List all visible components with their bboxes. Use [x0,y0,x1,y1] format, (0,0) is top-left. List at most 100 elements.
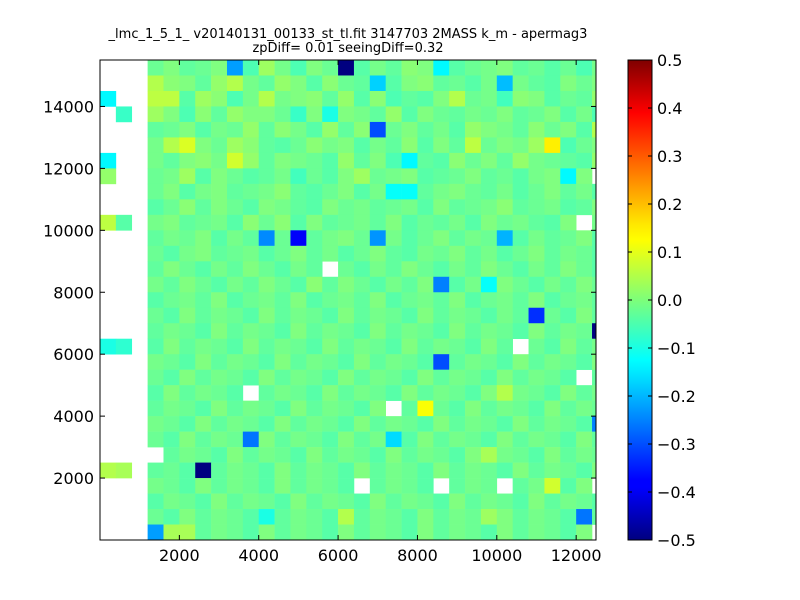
heatmap-cell [528,354,545,370]
heatmap-cell [528,385,545,401]
heatmap-cell [544,369,561,386]
heatmap-cell [480,354,498,370]
heatmap-cell [528,338,545,355]
heatmap-cell [560,75,577,92]
heatmap-cell [242,524,260,541]
heatmap-cell [401,214,418,231]
heatmap-cell [306,307,323,324]
heatmap-cell [480,493,498,510]
heatmap-cell [306,509,323,525]
heatmap-cell [338,121,355,138]
heatmap-cell [433,447,450,463]
heatmap-cell [338,416,355,432]
heatmap-cell [353,261,371,278]
heatmap-cell [179,168,196,185]
heatmap-cell [401,431,418,448]
heatmap-cell [512,137,529,154]
heatmap-cell [353,509,371,525]
heatmap-cell [385,75,402,92]
heatmap-cell [290,199,307,216]
heatmap-cell [290,245,307,262]
heatmap-cell [211,323,228,340]
heatmap-cell [242,168,260,185]
heatmap-cell [417,245,434,262]
heatmap-cell [480,261,498,278]
heatmap-cell [449,292,466,309]
heatmap-cell [163,400,180,417]
heatmap-cell [322,152,339,169]
heatmap-cell [290,121,307,138]
heatmap-cell [147,90,164,107]
heatmap-cell [576,106,593,123]
heatmap-cell [242,60,260,76]
heatmap-cell [163,416,180,432]
heatmap-cell [560,137,577,154]
heatmap-cell [401,462,418,479]
heatmap-cell [195,292,212,309]
heatmap-cell [433,75,450,92]
heatmap-cell [338,183,355,200]
heatmap-cell [242,121,260,138]
heatmap-cell [163,323,180,340]
heatmap-cell [353,276,371,293]
heatmap-cell [449,338,466,355]
heatmap-cell [163,137,180,154]
heatmap-cell [322,447,339,463]
heatmap-cell [385,90,402,107]
heatmap-cell [417,183,434,200]
heatmap-cell [226,307,244,324]
heatmap-cell [449,90,466,107]
heatmap-cell [195,230,212,247]
heatmap-cell [480,137,498,154]
heatmap-cell [465,292,482,309]
heatmap-cell [306,276,323,293]
heatmap-cell [306,90,323,107]
heatmap-cell [369,462,386,479]
heatmap-cell [353,121,371,138]
heatmap-cell [401,323,418,340]
heatmap-cell [322,416,339,432]
heatmap-cell [496,292,513,309]
heatmap-cell [211,245,228,262]
heatmap-cell [449,478,466,494]
heatmap-cell [274,354,291,370]
heatmap-cell [544,60,561,76]
heatmap-cell [163,307,180,324]
heatmap-cell [449,493,466,510]
heatmap-cell [433,230,450,247]
heatmap-cell [417,214,434,231]
heatmap-cell [576,524,593,541]
heatmap-cell [226,462,244,479]
heatmap-cell [401,509,418,525]
heatmap-cell [433,416,450,432]
heatmap-cell [592,183,597,200]
heatmap-cell [290,478,307,494]
heatmap-cell [226,261,244,278]
heatmap-cell [258,478,275,494]
heatmap-cell [242,416,260,432]
x-tick-label: 4000 [238,546,279,565]
heatmap-cell [258,431,275,448]
heatmap-cell [480,121,498,138]
heatmap-cell [195,447,212,463]
heatmap-cell [560,168,577,185]
heatmap-cell [417,354,434,370]
heatmap-cell [449,276,466,293]
heatmap-cell [322,462,339,479]
heatmap-cell [179,75,196,92]
heatmap-cell [592,230,597,247]
heatmap-cell [433,431,450,448]
heatmap-cell [290,369,307,386]
heatmap-cell [163,152,180,169]
heatmap-cell [353,245,371,262]
x-tick-label: 12000 [551,546,602,565]
heatmap-cell [353,524,371,541]
heatmap-cell [147,152,164,169]
heatmap-cell [322,478,339,494]
heatmap-cell [544,137,561,154]
heatmap-cell [480,214,498,231]
heatmap-cell [226,524,244,541]
heatmap-cell [147,183,164,200]
heatmap-cell [274,369,291,386]
y-tick-label: 12000 [43,159,94,178]
